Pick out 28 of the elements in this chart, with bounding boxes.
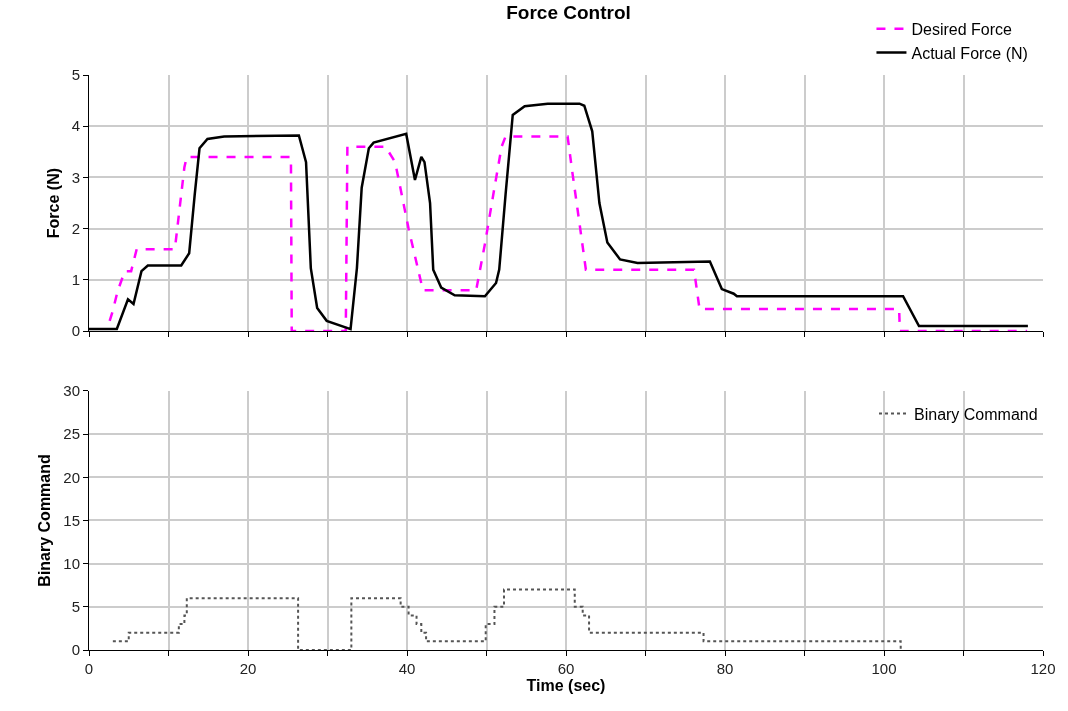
y-tick-label: 10 [63, 554, 80, 572]
x-tick-label: 40 [398, 660, 416, 677]
x-tick-label: 60 [557, 660, 575, 677]
y-tick-label: 2 [71, 219, 80, 237]
legend-label: Binary Command [914, 405, 1038, 423]
x-tick-label: 100 [871, 660, 897, 677]
chart-title: Force Control [506, 2, 631, 24]
y-tick-label: 0 [71, 322, 80, 340]
y-tick-label: 4 [71, 117, 80, 135]
y-axis-title: Binary Command [36, 454, 54, 587]
line-series [108, 135, 1029, 332]
y-tick-label: 0 [71, 641, 80, 659]
x-tick-label: 20 [239, 660, 257, 677]
y-tick-label: 15 [63, 511, 80, 529]
legend-label: Actual Force (N) [911, 44, 1028, 62]
x-axis-title: Time (sec) [526, 677, 606, 694]
x-tick-label: 0 [84, 660, 94, 677]
y-tick-label: 5 [71, 598, 80, 616]
y-tick-label: 5 [71, 66, 80, 84]
y-tick-label: 3 [71, 168, 80, 186]
x-tick-label: 80 [716, 660, 734, 677]
y-tick-label: 1 [71, 271, 80, 289]
y-axis-title: Force (N) [44, 167, 62, 239]
legend-label: Desired Force [911, 20, 1013, 38]
y-tick-label: 20 [63, 468, 80, 486]
y-tick-label: 25 [63, 425, 80, 443]
x-tick-label: 120 [1030, 660, 1056, 677]
y-tick-label: 30 [63, 382, 80, 400]
